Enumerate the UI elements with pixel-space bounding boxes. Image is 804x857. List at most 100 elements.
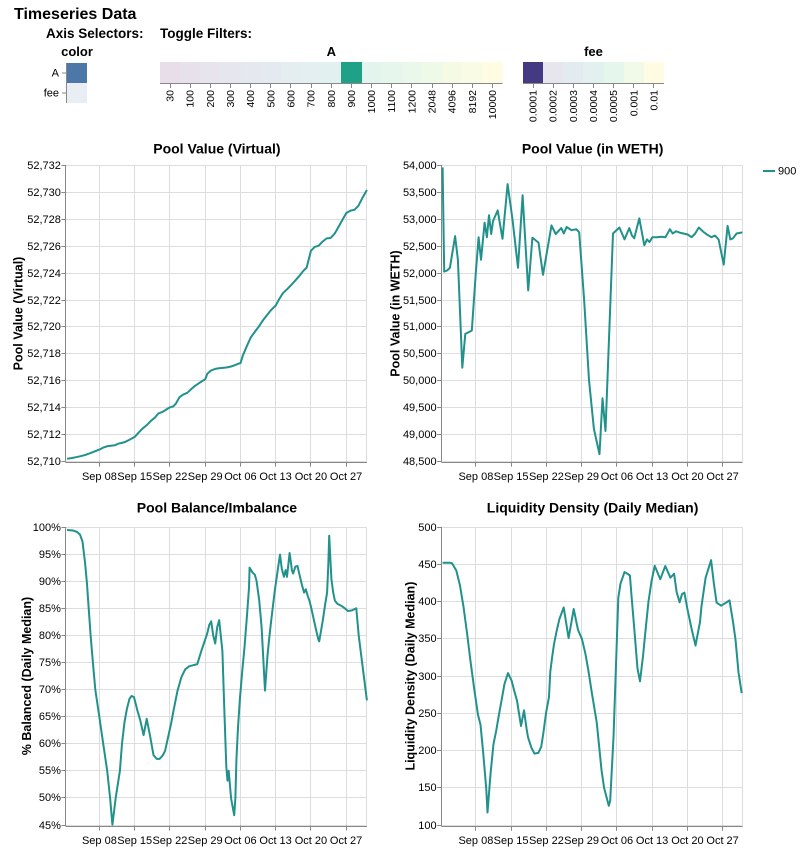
svg-text:Oct 06: Oct 06 — [601, 835, 633, 847]
svg-text:Oct 20: Oct 20 — [295, 835, 327, 847]
svg-text:A: A — [52, 68, 60, 80]
svg-text:700: 700 — [306, 90, 318, 108]
svg-text:fee: fee — [44, 88, 59, 100]
svg-text:Oct 20: Oct 20 — [295, 471, 327, 483]
svg-text:Oct 06: Oct 06 — [224, 835, 256, 847]
svg-text:1100: 1100 — [386, 90, 398, 113]
svg-text:Sep 15: Sep 15 — [494, 471, 529, 483]
svg-text:52,720: 52,720 — [27, 321, 61, 333]
svg-text:51,000: 51,000 — [403, 321, 437, 333]
svg-text:Oct 06: Oct 06 — [224, 471, 256, 483]
svg-text:52,732: 52,732 — [27, 160, 61, 172]
svg-text:49,000: 49,000 — [403, 429, 437, 441]
svg-text:49,500: 49,500 — [403, 402, 437, 414]
svg-text:600: 600 — [286, 90, 298, 108]
svg-text:52,726: 52,726 — [27, 241, 61, 253]
svg-text:51,500: 51,500 — [403, 295, 437, 307]
svg-text:Oct 27: Oct 27 — [330, 835, 362, 847]
svg-text:Sep 15: Sep 15 — [117, 471, 152, 483]
svg-text:Axis Selectors:: Axis Selectors: — [46, 26, 144, 41]
svg-text:30: 30 — [165, 90, 177, 102]
svg-text:Sep 08: Sep 08 — [82, 835, 117, 847]
svg-text:300: 300 — [225, 90, 237, 108]
svg-text:52,714: 52,714 — [27, 402, 61, 414]
svg-text:55%: 55% — [39, 765, 61, 777]
svg-text:50,000: 50,000 — [403, 375, 437, 387]
svg-text:50%: 50% — [39, 792, 61, 804]
svg-text:1200: 1200 — [406, 90, 418, 114]
svg-text:Oct 27: Oct 27 — [706, 835, 738, 847]
svg-text:0.01: 0.01 — [649, 90, 661, 111]
svg-text:52,730: 52,730 — [27, 187, 61, 199]
svg-text:Timeseries Data: Timeseries Data — [14, 6, 137, 23]
svg-text:0.0005: 0.0005 — [608, 90, 620, 122]
svg-text:Pool Value (in WETH): Pool Value (in WETH) — [389, 250, 403, 376]
svg-text:Pool Value (Virtual): Pool Value (Virtual) — [12, 257, 26, 371]
svg-text:Pool Balance/Imbalance: Pool Balance/Imbalance — [137, 500, 297, 516]
svg-text:Sep 08: Sep 08 — [458, 835, 493, 847]
svg-text:0.001: 0.001 — [628, 90, 640, 116]
svg-text:75%: 75% — [39, 657, 61, 669]
svg-text:Pool Value (Virtual): Pool Value (Virtual) — [153, 141, 280, 157]
svg-text:250: 250 — [418, 708, 436, 720]
svg-text:90%: 90% — [39, 576, 61, 588]
svg-text:Oct 27: Oct 27 — [706, 471, 738, 483]
svg-text:Oct 13: Oct 13 — [259, 471, 291, 483]
svg-text:52,710: 52,710 — [27, 456, 61, 468]
svg-text:% Balanced (Daily Median): % Balanced (Daily Median) — [20, 597, 34, 755]
svg-text:Sep 22: Sep 22 — [152, 835, 187, 847]
svg-text:52,722: 52,722 — [27, 295, 61, 307]
svg-text:60%: 60% — [39, 738, 61, 750]
svg-text:52,718: 52,718 — [27, 348, 61, 360]
svg-text:400: 400 — [245, 90, 257, 108]
svg-text:400: 400 — [418, 596, 436, 608]
svg-text:Sep 22: Sep 22 — [529, 471, 564, 483]
svg-text:Sep 15: Sep 15 — [117, 835, 152, 847]
svg-text:53,000: 53,000 — [403, 214, 437, 226]
svg-text:Liquidity Density (Daily Media: Liquidity Density (Daily Median) — [404, 582, 418, 771]
svg-text:80%: 80% — [39, 630, 61, 642]
svg-text:52,728: 52,728 — [27, 214, 61, 226]
svg-text:53,500: 53,500 — [403, 187, 437, 199]
svg-text:Sep 29: Sep 29 — [564, 835, 599, 847]
svg-text:200: 200 — [205, 90, 217, 108]
svg-text:Oct 20: Oct 20 — [671, 471, 703, 483]
svg-text:85%: 85% — [39, 603, 61, 615]
svg-text:50,500: 50,500 — [403, 348, 437, 360]
svg-text:0.0003: 0.0003 — [568, 90, 580, 122]
svg-text:Oct 13: Oct 13 — [259, 835, 291, 847]
svg-text:48,500: 48,500 — [403, 456, 437, 468]
svg-text:Sep 08: Sep 08 — [458, 471, 493, 483]
svg-text:52,716: 52,716 — [27, 375, 61, 387]
svg-text:Sep 29: Sep 29 — [564, 471, 599, 483]
svg-text:2048: 2048 — [427, 90, 439, 114]
svg-text:Sep 15: Sep 15 — [494, 835, 529, 847]
svg-text:Liquidity Density (Daily Media: Liquidity Density (Daily Median) — [487, 500, 699, 516]
svg-text:Oct 13: Oct 13 — [636, 835, 668, 847]
svg-text:Oct 27: Oct 27 — [330, 471, 362, 483]
svg-text:Oct 20: Oct 20 — [671, 835, 703, 847]
svg-text:52,500: 52,500 — [403, 241, 437, 253]
svg-text:Oct 06: Oct 06 — [601, 471, 633, 483]
svg-text:300: 300 — [418, 671, 436, 683]
svg-text:4096: 4096 — [447, 90, 459, 114]
svg-text:52,724: 52,724 — [27, 268, 61, 280]
svg-text:500: 500 — [265, 90, 277, 108]
svg-text:450: 450 — [418, 559, 436, 571]
svg-text:54,000: 54,000 — [403, 160, 437, 172]
svg-text:Sep 29: Sep 29 — [188, 835, 223, 847]
svg-text:color: color — [61, 44, 93, 59]
svg-text:0.0002: 0.0002 — [548, 90, 560, 122]
svg-text:70%: 70% — [39, 684, 61, 696]
svg-text:Oct 13: Oct 13 — [636, 471, 668, 483]
svg-text:1000: 1000 — [366, 90, 378, 114]
svg-text:A: A — [327, 44, 337, 59]
svg-text:350: 350 — [418, 633, 436, 645]
svg-text:Sep 08: Sep 08 — [82, 471, 117, 483]
svg-text:Sep 22: Sep 22 — [529, 835, 564, 847]
svg-text:10000: 10000 — [487, 90, 499, 119]
svg-text:45%: 45% — [39, 820, 61, 832]
svg-text:Sep 22: Sep 22 — [152, 471, 187, 483]
svg-text:52,712: 52,712 — [27, 429, 61, 441]
svg-text:95%: 95% — [39, 549, 61, 561]
